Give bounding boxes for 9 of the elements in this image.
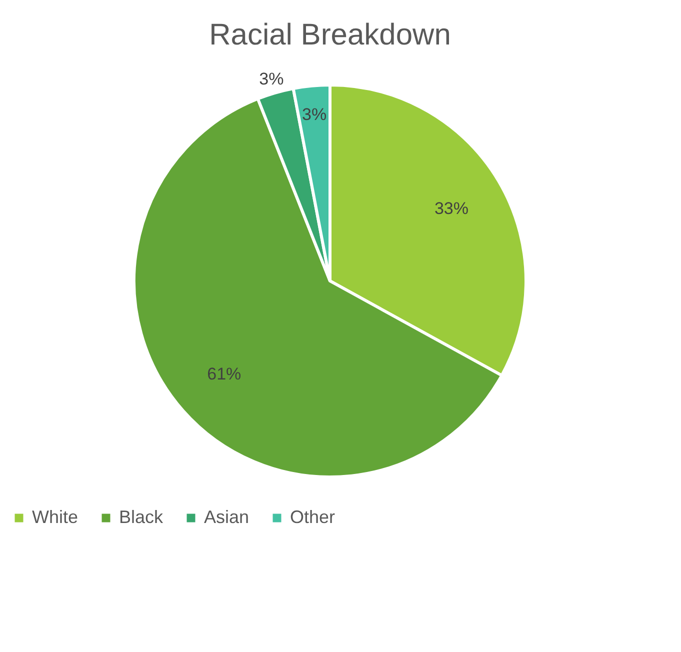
legend-label: White: [32, 507, 78, 527]
data-label: 33%: [434, 199, 468, 218]
data-label: 3%: [259, 69, 284, 88]
data-label: 61%: [207, 364, 242, 384]
chart-title: Racial Breakdown: [209, 18, 451, 52]
data-label: 3%: [302, 105, 327, 124]
legend-label: Black: [119, 507, 164, 527]
legend-label: Asian: [204, 507, 250, 527]
legend-label: Other: [290, 507, 336, 527]
